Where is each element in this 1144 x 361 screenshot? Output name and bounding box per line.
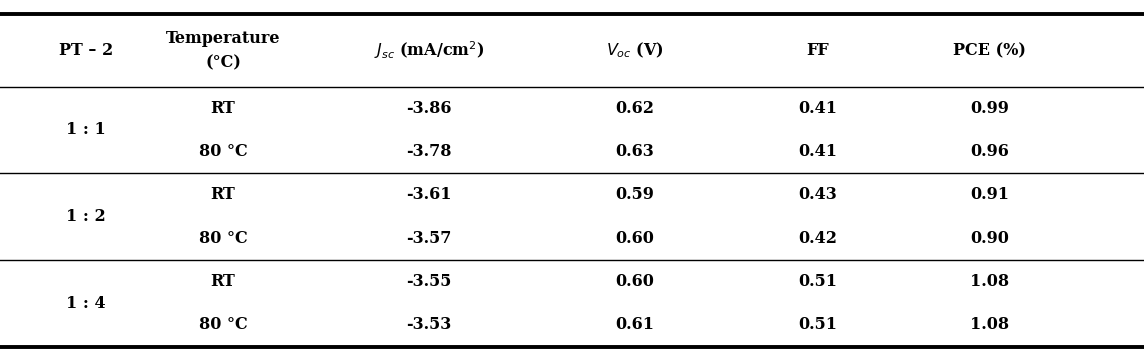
Text: $V_{oc}$ (V): $V_{oc}$ (V) bbox=[606, 41, 664, 60]
Text: PT – 2: PT – 2 bbox=[58, 42, 113, 59]
Text: 1.08: 1.08 bbox=[970, 273, 1009, 290]
Text: RT: RT bbox=[210, 186, 236, 204]
Text: 0.41: 0.41 bbox=[799, 143, 837, 160]
Text: -3.53: -3.53 bbox=[406, 316, 452, 334]
Text: 0.51: 0.51 bbox=[799, 273, 837, 290]
Text: 0.43: 0.43 bbox=[799, 186, 837, 204]
Text: 0.90: 0.90 bbox=[970, 230, 1009, 247]
Text: 1 : 1: 1 : 1 bbox=[66, 121, 105, 139]
Text: -3.61: -3.61 bbox=[406, 186, 452, 204]
Text: RT: RT bbox=[210, 273, 236, 290]
Text: $J_{sc}$ (mA/cm$^2$): $J_{sc}$ (mA/cm$^2$) bbox=[374, 40, 484, 61]
Text: (°C): (°C) bbox=[205, 54, 241, 71]
Text: 80 °C: 80 °C bbox=[199, 230, 247, 247]
Text: 0.62: 0.62 bbox=[615, 100, 654, 117]
Text: -3.57: -3.57 bbox=[406, 230, 452, 247]
Text: Temperature: Temperature bbox=[166, 30, 280, 47]
Text: -3.55: -3.55 bbox=[406, 273, 452, 290]
Text: 0.59: 0.59 bbox=[615, 186, 654, 204]
Text: 0.41: 0.41 bbox=[799, 100, 837, 117]
Text: 80 °C: 80 °C bbox=[199, 143, 247, 160]
Text: 1 : 4: 1 : 4 bbox=[66, 295, 105, 312]
Text: RT: RT bbox=[210, 100, 236, 117]
Text: 0.99: 0.99 bbox=[970, 100, 1009, 117]
Text: 80 °C: 80 °C bbox=[199, 316, 247, 334]
Text: 0.96: 0.96 bbox=[970, 143, 1009, 160]
Text: 0.60: 0.60 bbox=[615, 230, 654, 247]
Text: 0.60: 0.60 bbox=[615, 273, 654, 290]
Text: PCE (%): PCE (%) bbox=[953, 42, 1026, 59]
Text: 1.08: 1.08 bbox=[970, 316, 1009, 334]
Text: 1 : 2: 1 : 2 bbox=[66, 208, 105, 225]
Text: 0.42: 0.42 bbox=[799, 230, 837, 247]
Text: 0.51: 0.51 bbox=[799, 316, 837, 334]
Text: 0.63: 0.63 bbox=[615, 143, 654, 160]
Text: 0.61: 0.61 bbox=[615, 316, 654, 334]
Text: -3.86: -3.86 bbox=[406, 100, 452, 117]
Text: FF: FF bbox=[807, 42, 829, 59]
Text: -3.78: -3.78 bbox=[406, 143, 452, 160]
Text: 0.91: 0.91 bbox=[970, 186, 1009, 204]
